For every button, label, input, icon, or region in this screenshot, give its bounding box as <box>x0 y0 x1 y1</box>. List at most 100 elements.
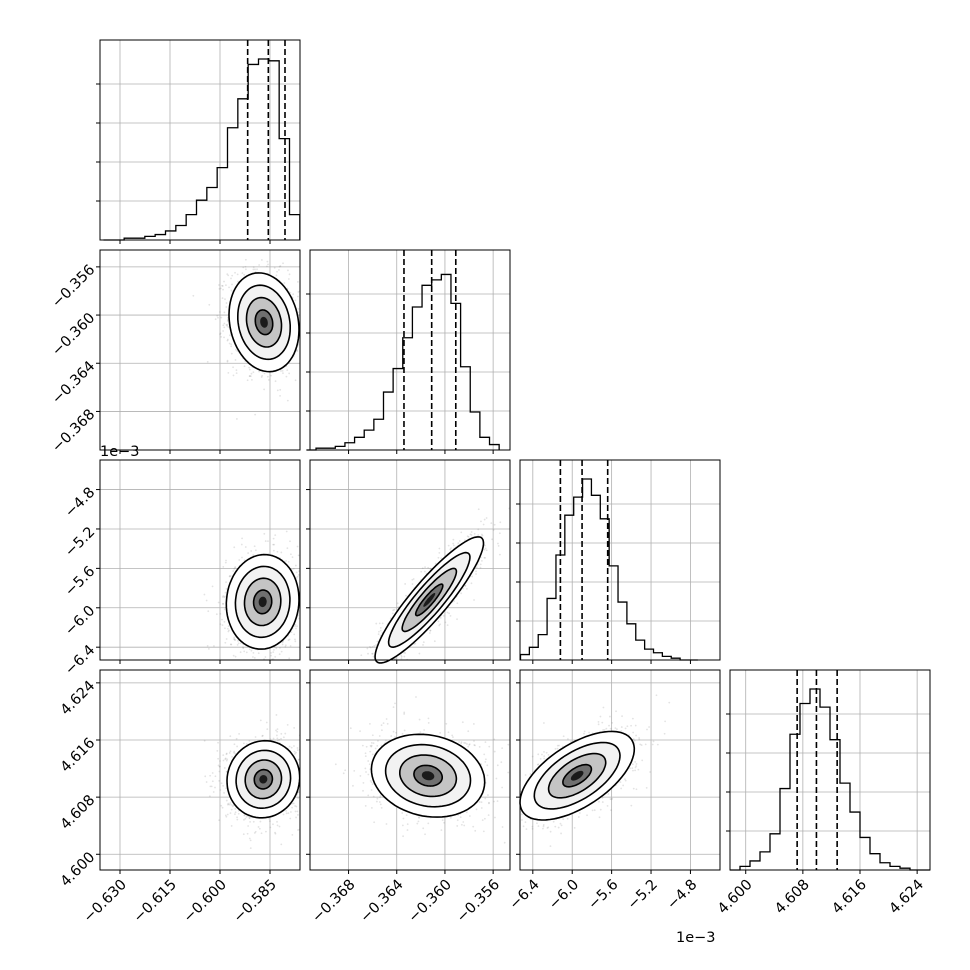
scatter-point <box>228 342 231 345</box>
scatter-point <box>222 603 225 605</box>
scatter-point <box>463 539 466 542</box>
scatter-point <box>381 622 384 625</box>
scatter-point <box>222 759 225 762</box>
scatter-point <box>302 581 304 583</box>
scatter-panel-2-1 <box>360 507 510 686</box>
scatter-point <box>301 757 303 759</box>
scatter-point <box>226 338 229 341</box>
scatter-point <box>304 326 306 328</box>
histogram-step-line <box>730 688 930 871</box>
scatter-point <box>296 575 299 578</box>
scatter-point <box>226 339 229 342</box>
scatter-point <box>246 832 249 835</box>
scatter-point <box>254 268 256 271</box>
scatter-point <box>244 817 247 820</box>
scatter-point <box>297 797 299 799</box>
scatter-point <box>275 714 278 716</box>
scatter-point <box>228 286 230 289</box>
scatter-point <box>458 540 461 542</box>
scatter-point <box>219 612 222 615</box>
scatter-point <box>230 825 233 827</box>
scatter-point <box>305 824 307 826</box>
scatter-point <box>422 641 425 644</box>
scatter-point <box>273 648 275 651</box>
scatter-point <box>285 812 288 815</box>
scatter-point <box>385 667 387 669</box>
scatter-point <box>272 549 275 552</box>
scatter-point <box>368 671 370 673</box>
scatter-point <box>316 336 318 338</box>
scatter-point <box>266 260 269 263</box>
scatter-point <box>254 830 257 833</box>
scatter-point <box>289 540 291 543</box>
scatter-point <box>302 573 304 575</box>
scatter-point <box>444 621 447 624</box>
scatter-point <box>294 625 296 628</box>
scatter-point <box>243 365 246 368</box>
scatter-point <box>438 547 441 550</box>
scatter-point <box>297 308 300 310</box>
scatter-point <box>302 335 304 337</box>
scatter-point <box>477 534 480 536</box>
scatter-point <box>400 657 403 660</box>
scatter-point <box>227 326 230 328</box>
scatter-point <box>477 508 480 511</box>
scatter-point <box>230 277 232 280</box>
scatter-point <box>422 644 424 646</box>
scatter-point <box>259 719 262 722</box>
scatter-point <box>498 553 501 556</box>
panel-frame <box>99 39 301 241</box>
scatter-point <box>270 652 272 654</box>
scatter-point <box>305 773 307 775</box>
scatter-point <box>403 651 405 654</box>
scatter-point <box>250 550 253 552</box>
scatter-point <box>263 388 266 391</box>
scatter-point <box>295 571 298 574</box>
grid-lines <box>520 460 720 660</box>
scatter-point <box>304 606 306 608</box>
scatter-point <box>234 271 236 274</box>
scatter-point <box>236 818 239 821</box>
scatter-point <box>270 374 272 377</box>
scatter-point <box>421 567 424 570</box>
scatter-point <box>267 540 269 543</box>
scatter-point <box>218 287 221 290</box>
scatter-point <box>452 542 455 545</box>
scatter-point <box>226 273 229 276</box>
scatter-point <box>475 570 477 573</box>
scatter-point <box>367 664 369 666</box>
scatter-point <box>275 647 278 650</box>
scatter-point <box>278 269 280 271</box>
scatter-point <box>314 600 316 602</box>
scatter-point <box>282 813 285 816</box>
scatter-point <box>244 258 247 261</box>
scatter-point <box>295 627 297 630</box>
scatter-point <box>440 557 443 560</box>
scatter-point <box>219 789 222 791</box>
scatter-point <box>258 264 261 266</box>
scatter-point <box>247 825 250 827</box>
scatter-point <box>429 629 432 632</box>
scatter-point <box>223 322 226 325</box>
grid-lines <box>100 40 300 240</box>
scatter-point <box>428 632 431 634</box>
grid-lines <box>310 250 510 450</box>
scatter-point <box>301 764 303 766</box>
scatter-point <box>234 639 237 641</box>
scatter-point <box>288 372 291 375</box>
scatter-point <box>215 613 218 616</box>
scatter-point <box>373 671 375 673</box>
scatter-point <box>208 795 211 798</box>
scatter-point <box>233 638 236 641</box>
scatter-point <box>447 544 450 547</box>
scatter-point <box>361 684 363 686</box>
scatter-point <box>240 543 243 546</box>
scatter-point <box>230 343 233 346</box>
scatter-point <box>266 265 268 268</box>
scatter-point <box>375 644 378 646</box>
scatter-point <box>282 736 285 739</box>
scatter-point <box>305 335 307 337</box>
scatter-point <box>243 559 246 562</box>
scatter-point <box>303 361 305 363</box>
